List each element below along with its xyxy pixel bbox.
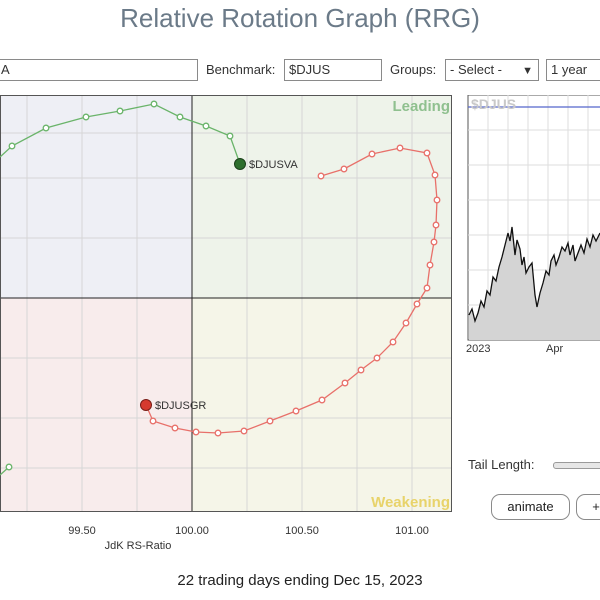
x-tick-label: 100.00 (175, 525, 209, 537)
series-djusva-tail (0, 103, 241, 165)
x-tick-label: 99.50 (68, 525, 96, 537)
benchmark-x-tick: Apr (546, 343, 563, 355)
period-select[interactable]: 1 year (546, 59, 600, 81)
leading-label: Leading (392, 98, 450, 115)
symbols-input[interactable]: A (0, 59, 198, 81)
quadrant-weakening (192, 298, 452, 511)
x-axis-ticks: 99.50 100.00 100.50 101.00 (68, 525, 429, 537)
tail-length-slider[interactable] (553, 462, 600, 469)
benchmark-price-area (469, 227, 600, 340)
benchmark-x-tick: 2023 (466, 343, 490, 355)
series-djusgr-tail (145, 147, 438, 434)
groups-select[interactable]: - Select - ▼ (445, 59, 539, 81)
series-djusva-label: $DJUSVA (249, 159, 298, 171)
quadrant-improving (0, 95, 192, 298)
plot-border (0, 95, 452, 512)
benchmark-chart: $DJUS 2023 Apr (466, 95, 600, 355)
x-tick-label: 101.00 (395, 525, 429, 537)
benchmark-price-line (468, 226, 600, 324)
app-title: Relative Rotation Graph (RRG) (120, 3, 480, 33)
groups-label: Groups: (390, 62, 437, 77)
series-djusva-fragment-point (5, 463, 13, 471)
series-djusva-points (8, 100, 234, 150)
quadrant-lagging (0, 298, 192, 511)
rrg-chart[interactable]: Leading Weakening $DJUSVA (0, 95, 456, 557)
chevron-down-icon: ▼ (522, 65, 533, 77)
series-djusgr-label: $DJUSGR (155, 400, 206, 412)
groups-selected-value: - Select - (450, 62, 503, 77)
benchmark-symbol: $DJUS (471, 96, 516, 112)
series-djusva-head[interactable] (234, 158, 246, 170)
footer-caption: 22 trading days ending Dec 15, 2023 (177, 572, 423, 589)
x-tick-label: 100.50 (285, 525, 319, 537)
series-djusgr-head[interactable] (140, 399, 152, 411)
weakening-label: Weakening (371, 494, 450, 511)
controls-bar: A Benchmark: $DJUS Groups: - Select - ▼ … (0, 59, 600, 85)
series-djusgr-points (149, 144, 441, 437)
quadrant-leading (192, 95, 452, 298)
period-selected-value: 1 year (551, 62, 588, 77)
benchmark-label: Benchmark: (206, 62, 276, 77)
benchmark-input[interactable]: $DJUS (284, 59, 382, 81)
animate-button[interactable]: animate (491, 494, 570, 520)
x-axis-label: JdK RS-Ratio (105, 540, 172, 552)
plus-button[interactable]: + (576, 494, 600, 520)
tail-length-label: Tail Length: (468, 457, 535, 472)
